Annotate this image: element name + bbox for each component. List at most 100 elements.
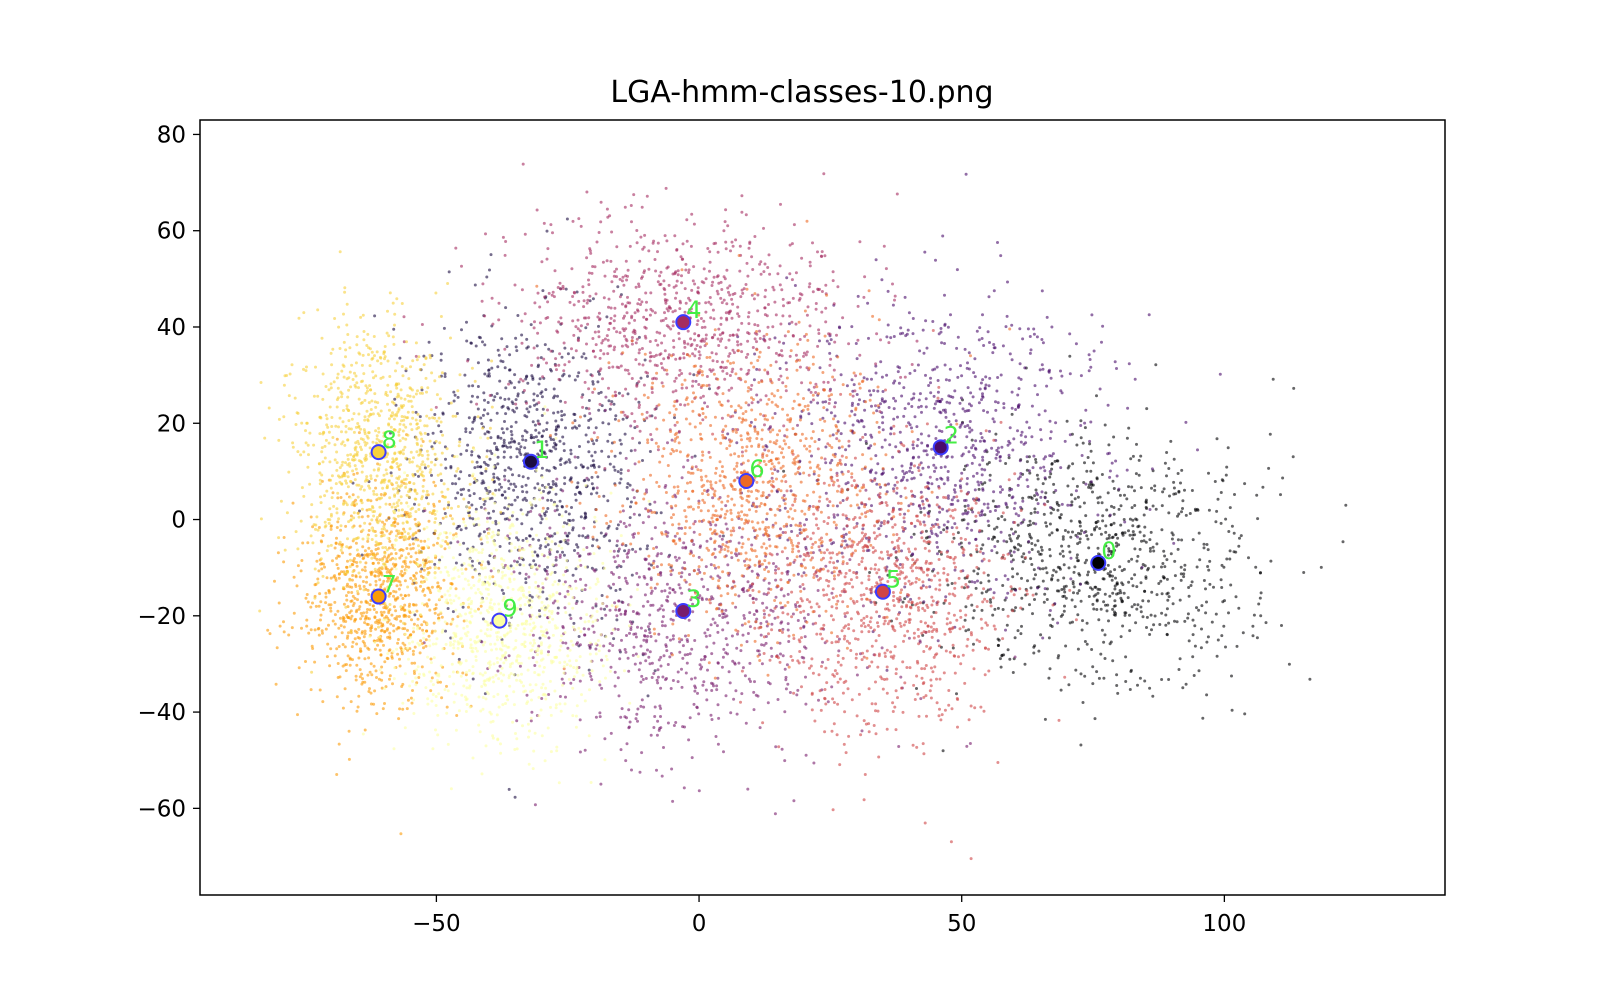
scatter-point bbox=[1044, 521, 1048, 525]
scatter-point bbox=[555, 550, 559, 554]
scatter-point bbox=[472, 417, 476, 421]
scatter-point bbox=[1103, 567, 1107, 571]
scatter-point bbox=[827, 516, 831, 520]
scatter-point bbox=[771, 609, 775, 613]
scatter-point bbox=[970, 446, 974, 450]
scatter-point bbox=[635, 241, 639, 245]
scatter-point bbox=[542, 221, 546, 225]
scatter-point bbox=[891, 303, 895, 307]
scatter-point bbox=[844, 448, 848, 452]
scatter-point bbox=[1147, 313, 1151, 317]
scatter-point bbox=[555, 329, 559, 333]
scatter-point bbox=[822, 172, 826, 176]
scatter-point bbox=[607, 328, 611, 331]
scatter-point bbox=[979, 581, 983, 585]
scatter-point bbox=[723, 220, 727, 224]
scatter-point bbox=[449, 541, 453, 545]
scatter-point bbox=[579, 563, 583, 567]
scatter-point bbox=[1152, 565, 1156, 569]
scatter-point bbox=[873, 478, 877, 482]
scatter-point bbox=[677, 373, 681, 377]
scatter-point bbox=[985, 623, 989, 627]
scatter-point bbox=[1007, 456, 1011, 460]
scatter-point bbox=[725, 316, 729, 320]
scatter-point bbox=[746, 632, 750, 635]
scatter-point bbox=[535, 408, 539, 411]
scatter-point bbox=[940, 341, 944, 345]
scatter-point bbox=[900, 464, 904, 468]
scatter-point bbox=[872, 628, 876, 632]
scatter-point bbox=[1054, 489, 1058, 492]
scatter-point bbox=[756, 309, 760, 313]
scatter-point bbox=[902, 639, 905, 643]
scatter-point bbox=[649, 603, 653, 607]
scatter-point bbox=[1033, 494, 1037, 498]
scatter-point bbox=[811, 551, 815, 555]
scatter-point bbox=[526, 510, 530, 514]
scatter-point bbox=[688, 308, 692, 312]
scatter-point bbox=[616, 554, 620, 558]
scatter-point bbox=[869, 470, 873, 474]
scatter-point bbox=[926, 499, 929, 503]
scatter-point bbox=[719, 322, 723, 326]
scatter-point bbox=[635, 425, 639, 428]
scatter-point bbox=[589, 464, 593, 468]
scatter-point bbox=[781, 297, 785, 301]
scatter-point bbox=[794, 605, 798, 609]
scatter-point bbox=[702, 281, 706, 285]
scatter-point bbox=[943, 322, 947, 326]
scatter-point bbox=[640, 347, 644, 350]
scatter-point bbox=[1131, 530, 1135, 534]
scatter-point bbox=[895, 192, 899, 196]
scatter-point bbox=[795, 693, 799, 697]
scatter-point bbox=[599, 531, 603, 535]
scatter-point bbox=[547, 347, 551, 351]
scatter-point bbox=[909, 466, 912, 470]
scatter-point bbox=[1045, 524, 1049, 528]
scatter-point bbox=[941, 234, 945, 238]
scatter-point bbox=[767, 537, 771, 541]
scatter-point bbox=[504, 240, 508, 243]
scatter-point bbox=[981, 392, 984, 396]
scatter-point bbox=[1093, 585, 1097, 589]
scatter-point bbox=[683, 653, 687, 657]
scatter-point bbox=[537, 382, 541, 386]
scatter-point bbox=[806, 305, 810, 309]
scatter-point bbox=[699, 396, 703, 400]
scatter-point bbox=[1050, 454, 1054, 458]
scatter-point bbox=[1108, 642, 1112, 646]
scatter-point bbox=[473, 466, 477, 470]
scatter-point bbox=[467, 416, 471, 420]
scatter-point bbox=[650, 537, 654, 541]
scatter-point bbox=[648, 662, 652, 666]
scatter-point bbox=[708, 269, 711, 273]
scatter-point bbox=[587, 283, 591, 287]
scatter-point bbox=[1133, 533, 1137, 537]
scatter-point bbox=[541, 586, 545, 590]
scatter-point bbox=[949, 423, 953, 427]
scatter-point bbox=[690, 212, 694, 216]
scatter-point bbox=[479, 416, 483, 420]
scatter-point bbox=[1008, 426, 1012, 430]
scatter-point bbox=[711, 359, 715, 363]
scatter-point bbox=[645, 194, 649, 198]
scatter-point bbox=[863, 773, 867, 776]
scatter-point bbox=[1127, 426, 1131, 430]
scatter-point bbox=[632, 496, 636, 500]
scatter-point bbox=[587, 387, 591, 391]
scatter-point bbox=[558, 695, 562, 698]
scatter-point bbox=[843, 634, 847, 638]
scatter-point bbox=[1016, 629, 1020, 633]
scatter-point bbox=[921, 466, 925, 470]
scatter-point bbox=[577, 554, 581, 558]
scatter-point bbox=[598, 715, 602, 719]
scatter-point bbox=[1027, 540, 1031, 543]
scatter-point bbox=[940, 713, 944, 717]
scatter-point bbox=[1087, 353, 1091, 357]
scatter-point bbox=[779, 202, 782, 206]
scatter-point bbox=[1095, 670, 1099, 674]
scatter-point bbox=[792, 799, 796, 803]
scatter-point bbox=[946, 583, 950, 587]
scatter-point bbox=[732, 529, 736, 533]
scatter-point bbox=[972, 569, 976, 573]
